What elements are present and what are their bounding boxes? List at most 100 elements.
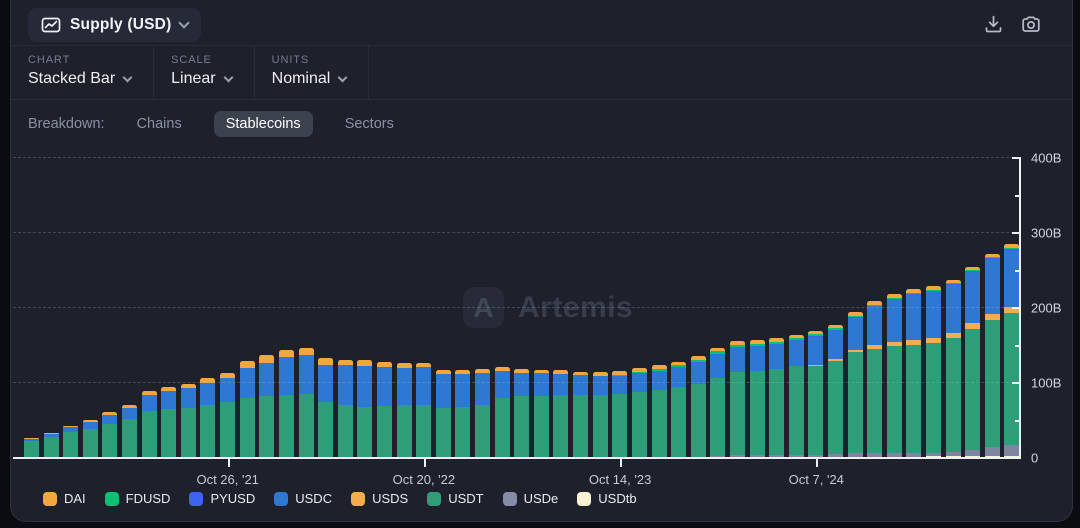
bar[interactable] — [102, 412, 118, 457]
bar[interactable] — [435, 369, 451, 457]
bar[interactable] — [416, 362, 432, 457]
bar[interactable] — [141, 391, 157, 457]
bar[interactable] — [396, 363, 412, 457]
metric-selector-button[interactable]: Supply (USD) — [28, 7, 202, 42]
bar-segment-dai — [357, 360, 373, 366]
bar-segment-dai — [926, 286, 942, 290]
screenshot-button[interactable] — [1020, 14, 1042, 36]
breakdown-option-stablecoins[interactable]: Stablecoins — [213, 110, 313, 137]
units-control[interactable]: UNITS Nominal — [255, 46, 370, 99]
bar[interactable] — [298, 347, 314, 457]
bar[interactable] — [122, 405, 138, 457]
bar[interactable] — [239, 361, 255, 457]
line-chart-icon — [41, 15, 61, 35]
bar[interactable] — [592, 371, 608, 457]
scale-control[interactable]: SCALE Linear — [154, 46, 255, 99]
bar[interactable] — [886, 293, 902, 457]
bar[interactable] — [651, 365, 667, 457]
bar-segment-usdc — [259, 362, 275, 397]
bar[interactable] — [455, 369, 471, 457]
bar-segment-dai — [965, 266, 981, 271]
bar-segment-usds — [847, 349, 863, 353]
bar[interactable] — [278, 349, 294, 457]
bar[interactable] — [220, 373, 236, 457]
bar[interactable] — [671, 361, 687, 457]
y-minor-tick — [1015, 344, 1020, 347]
legend-item-usde[interactable]: USDe — [502, 491, 558, 506]
breakdown-option-chains[interactable]: Chains — [136, 115, 182, 132]
legend-item-usds[interactable]: USDS — [351, 491, 408, 506]
bar-segment-fdusd — [827, 328, 843, 330]
bar-segment-fdusd — [984, 257, 1000, 259]
bar[interactable] — [769, 338, 785, 457]
bar-segment-usdt — [102, 424, 118, 457]
bar-segment-fdusd — [612, 374, 628, 376]
bar[interactable] — [729, 341, 745, 457]
chart-type-control[interactable]: CHART Stacked Bar — [11, 46, 155, 99]
bar[interactable] — [180, 383, 196, 457]
legend-item-usdc[interactable]: USDC — [274, 491, 332, 506]
bar[interactable] — [318, 358, 334, 457]
breakdown-option-sectors[interactable]: Sectors — [344, 115, 394, 132]
bar-segment-dai — [1004, 244, 1020, 249]
legend-item-usdtb[interactable]: USDtb — [577, 491, 637, 506]
bar-segment-usdtb — [945, 456, 961, 457]
bar[interactable] — [475, 369, 491, 457]
bar-segment-usdc — [24, 439, 39, 442]
download-button[interactable] — [983, 14, 1004, 35]
bar[interactable] — [965, 266, 981, 457]
bar[interactable] — [984, 253, 1000, 457]
bar[interactable] — [200, 378, 216, 457]
bar[interactable] — [259, 355, 275, 457]
bar-segment-dai — [376, 362, 392, 367]
watermark-text: Artemis — [518, 290, 634, 324]
bar[interactable] — [376, 362, 392, 457]
bar[interactable] — [533, 369, 549, 457]
bar[interactable] — [690, 356, 706, 457]
legend-item-dai[interactable]: DAI — [43, 491, 86, 506]
bar-segment-usdt — [553, 394, 569, 457]
bar-segment-fdusd — [690, 360, 706, 363]
legend-swatch — [274, 491, 289, 506]
bar[interactable] — [827, 324, 843, 457]
legend-swatch — [427, 491, 442, 506]
bar[interactable] — [612, 370, 628, 457]
bar[interactable] — [906, 289, 922, 457]
bar-segment-usdc — [631, 373, 647, 392]
y-major-tick — [1012, 307, 1020, 309]
bar[interactable] — [553, 370, 569, 457]
legend-label: USDtb — [598, 491, 637, 506]
bar[interactable] — [631, 368, 647, 457]
bar[interactable] — [63, 425, 79, 457]
legend-item-usdt[interactable]: USDT — [427, 491, 484, 506]
bar[interactable] — [710, 347, 726, 457]
legend-item-pyusd[interactable]: PYUSD — [189, 491, 255, 506]
bar[interactable] — [43, 432, 59, 457]
bar[interactable] — [573, 371, 589, 457]
bars-container — [24, 157, 1020, 457]
scale-caption: SCALE — [171, 54, 212, 66]
bar-segment-usdt — [729, 372, 745, 456]
bar[interactable] — [1004, 244, 1020, 457]
bar[interactable] — [808, 331, 824, 457]
bar-segment-dai — [455, 369, 471, 374]
bar[interactable] — [82, 419, 98, 457]
bar[interactable] — [494, 367, 510, 457]
bar-segment-dai — [220, 373, 236, 379]
bar[interactable] — [24, 438, 39, 457]
bar[interactable] — [514, 369, 530, 457]
bar[interactable] — [847, 312, 863, 457]
chevron-down-icon — [178, 16, 191, 29]
y-axis-label: 100B — [1031, 375, 1062, 391]
bar[interactable] — [161, 386, 177, 457]
bar-segment-usdc — [710, 353, 726, 378]
bar[interactable] — [749, 340, 765, 457]
bar[interactable] — [788, 334, 804, 457]
bar[interactable] — [337, 359, 353, 457]
bar-segment-usdt — [965, 328, 981, 451]
bar[interactable] — [926, 286, 942, 457]
bar[interactable] — [357, 360, 373, 457]
legend-item-fdusd[interactable]: FDUSD — [104, 491, 170, 506]
bar[interactable] — [945, 279, 961, 457]
bar[interactable] — [867, 300, 883, 457]
